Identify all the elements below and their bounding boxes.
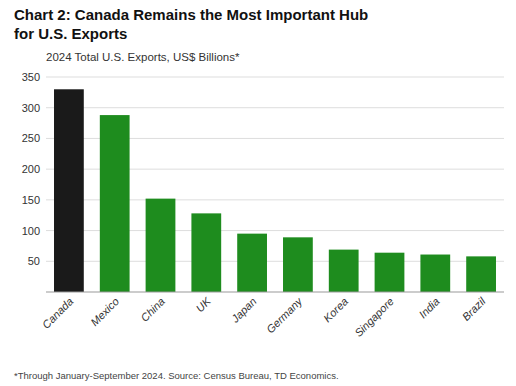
bar <box>191 213 221 292</box>
bar <box>146 199 176 292</box>
bar <box>420 255 450 292</box>
x-tick-label: India <box>416 295 441 320</box>
subtitle: 2024 Total U.S. Exports, US$ Billions* <box>46 51 240 63</box>
y-tick-label: 150 <box>22 194 40 206</box>
bar <box>329 250 359 292</box>
x-tick-label: Singapore <box>352 295 396 339</box>
title-line: for U.S. Exports <box>14 25 127 42</box>
x-tick-label: Mexico <box>88 295 121 328</box>
x-axis-line <box>46 292 504 293</box>
grid-line <box>46 77 504 78</box>
bar <box>100 115 130 292</box>
bar <box>54 89 84 292</box>
x-tick-label: UK <box>194 295 214 315</box>
footnote: *Through January-September 2024. Source:… <box>14 370 339 381</box>
title-line: Chart 2: Canada Remains the Most Importa… <box>14 6 368 23</box>
bar <box>283 237 313 292</box>
grid-line <box>46 107 504 108</box>
bar <box>237 234 267 292</box>
bars <box>54 89 496 292</box>
y-tick-label: 250 <box>22 132 40 144</box>
x-tick-label: Canada <box>40 295 76 331</box>
x-tick-label: Germany <box>264 294 306 336</box>
chart: Chart 2: Canada Remains the Most Importa… <box>0 0 516 386</box>
y-tick-label: 350 <box>22 71 40 83</box>
x-tick-label: Japan <box>228 295 258 325</box>
title: Chart 2: Canada Remains the Most Importa… <box>14 6 368 42</box>
y-axis: 50 100 150 200 250 300 350 <box>22 71 40 267</box>
y-tick-label: 200 <box>22 163 40 175</box>
y-tick-label: 50 <box>28 255 40 267</box>
x-axis: Canada Mexico China UK JapanGermany KoreaSing… <box>40 294 488 339</box>
bar <box>375 253 405 292</box>
x-tick-label: China <box>138 295 167 324</box>
y-tick-label: 100 <box>22 225 40 237</box>
y-tick-label: 300 <box>22 102 40 114</box>
x-tick-label: Brazil <box>460 295 488 323</box>
x-tick-label: Korea <box>321 295 350 324</box>
bar <box>466 256 496 292</box>
